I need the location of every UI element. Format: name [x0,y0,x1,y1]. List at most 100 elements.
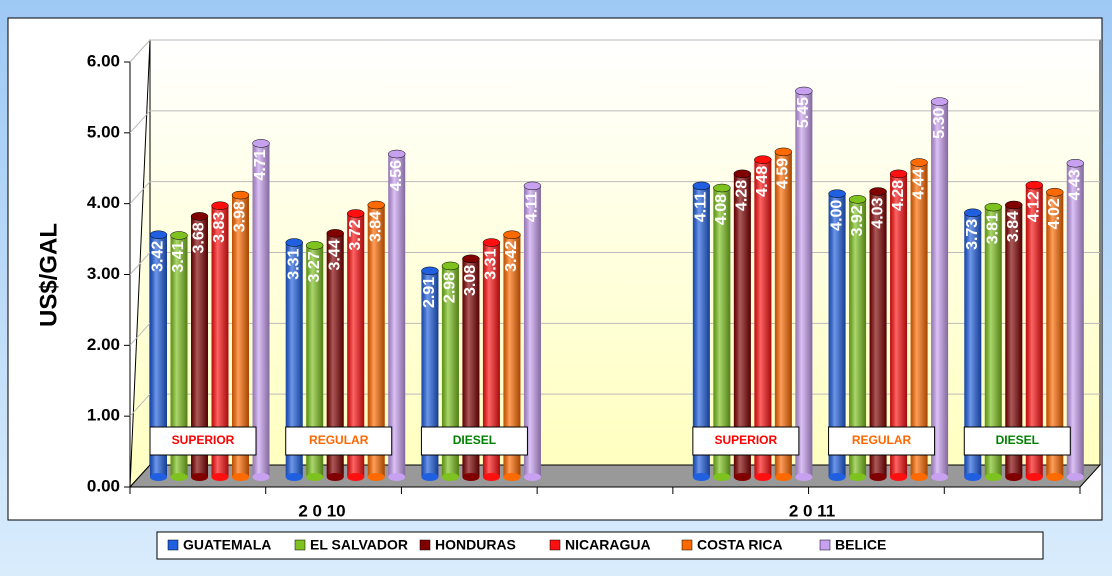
bar-shade [828,193,846,477]
category-box [963,426,1071,456]
bar-top [482,238,501,247]
bar [713,183,731,481]
value-label: 4.48 [754,166,771,197]
bar-top [367,200,385,210]
value-label: 3.27 [306,251,323,282]
bar-shade [869,191,887,477]
bar-shade [421,270,439,477]
category-label: SUPERIOR [172,433,235,447]
bar-shade [849,199,867,478]
bar-bottom [150,473,167,481]
bar-shade [713,188,731,477]
value-label: 4.12 [1026,191,1043,222]
bar-bottom [421,473,439,481]
bar [733,169,752,481]
value-label: 3.98 [232,201,249,232]
y-tick-label: 4.00 [87,193,120,212]
bar-bottom [1046,473,1064,481]
bar [211,201,229,481]
bar [190,212,209,481]
grid-line [129,39,151,63]
bar-top [523,181,542,191]
bar [346,209,365,481]
value-label: 3.42 [150,241,167,272]
grid-line [129,181,151,205]
bar-shade [1066,163,1084,478]
bar-top [305,241,324,250]
legend-label: GUATEMALA [183,537,271,553]
bar-top [170,231,188,240]
value-label: 4.59 [775,158,792,189]
bar-shade [795,90,813,477]
category-label: DIESEL [996,433,1039,447]
value-label: 4.71 [252,149,269,180]
bar-shade [964,212,982,477]
bar-top [190,212,209,221]
bar-shade [910,162,928,477]
category-label: REGULAR [852,433,912,447]
bar-shade [482,242,500,477]
value-label: 2.98 [442,272,459,303]
bar [828,189,846,481]
bar-top [713,183,731,193]
bar [930,97,949,481]
bar-bottom [232,473,249,481]
value-label: 3.84 [1005,211,1022,242]
bar-top [795,86,813,96]
value-label: 5.30 [931,107,948,138]
y-tick-label: 5.00 [87,122,120,141]
legend-swatch [549,539,561,551]
floor [128,464,1102,488]
bar-bottom [1066,473,1084,481]
bar-top [774,147,793,157]
bar [503,230,521,481]
bar-bottom [211,473,229,481]
y-tick-label: 1.00 [87,406,120,425]
bar-top [387,149,406,159]
bar [387,149,406,481]
legend-label: BELICE [835,537,886,553]
bar [285,238,303,481]
bar-top [889,169,908,179]
value-label: 4.03 [869,197,886,228]
y-axis-label: US$/GAL [35,223,62,327]
y-tick-label: 3.00 [87,264,120,283]
category-label: SUPERIOR [715,433,778,447]
bar-top [964,208,982,218]
bar-bottom [462,473,480,481]
value-label: 3.41 [170,241,187,272]
bar [964,208,982,481]
bar-top [252,139,270,148]
bar-top [503,230,521,239]
bar-top [1025,180,1044,190]
bar [1066,158,1085,481]
value-label: 3.72 [347,219,364,250]
bar-shade [1046,192,1064,477]
y-tick-label: 6.00 [87,51,120,70]
bar-shade [503,234,521,477]
bar [326,229,344,481]
bar-shade [890,173,908,478]
grid-line [129,252,151,275]
category-box [828,426,936,456]
value-label: 4.08 [713,194,730,225]
bar-shade [388,154,406,477]
bar [889,169,908,481]
legend-swatch [681,539,693,551]
value-label: 3.68 [191,222,208,253]
bar-shade [232,195,249,478]
group-label: 2 0 11 [789,501,835,520]
bar-bottom [482,473,500,481]
bar-bottom [890,473,908,481]
bar-bottom [931,473,949,481]
legend-label: NICARAGUA [565,537,651,553]
bar [523,181,542,481]
y-tick-label: 2.00 [87,335,120,354]
bar-shade [252,143,270,477]
grid-line [129,322,151,346]
bar-shade [326,233,344,477]
value-label: 4.28 [890,180,907,211]
bar-shade [462,258,480,477]
bar-shade [347,213,365,477]
legend-swatch [819,539,831,551]
